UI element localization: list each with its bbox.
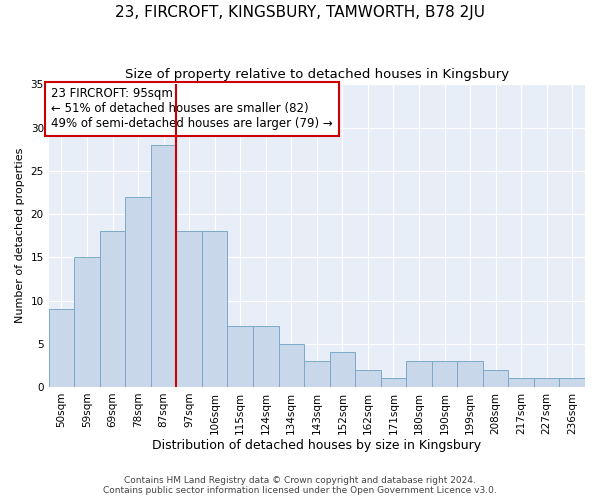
Bar (432, 361, 457, 387)
Bar (380, 378, 406, 387)
Bar (406, 361, 432, 387)
Bar (176, 232, 202, 387)
Text: 23, FIRCROFT, KINGSBURY, TAMWORTH, B78 2JU: 23, FIRCROFT, KINGSBURY, TAMWORTH, B78 2… (115, 5, 485, 20)
Bar (355, 370, 380, 387)
Bar (457, 361, 483, 387)
Bar (202, 232, 227, 387)
Bar (49, 309, 74, 387)
Bar (74, 258, 100, 387)
Bar (227, 326, 253, 387)
Title: Size of property relative to detached houses in Kingsbury: Size of property relative to detached ho… (125, 68, 509, 80)
Bar (483, 370, 508, 387)
Bar (151, 145, 176, 387)
X-axis label: Distribution of detached houses by size in Kingsbury: Distribution of detached houses by size … (152, 440, 481, 452)
Bar (100, 232, 125, 387)
Bar (304, 361, 329, 387)
Bar (253, 326, 278, 387)
Bar (508, 378, 534, 387)
Bar (534, 378, 559, 387)
Bar (278, 344, 304, 387)
Bar (329, 352, 355, 387)
Y-axis label: Number of detached properties: Number of detached properties (15, 148, 25, 324)
Bar (559, 378, 585, 387)
Bar (125, 197, 151, 387)
Text: 23 FIRCROFT: 95sqm
← 51% of detached houses are smaller (82)
49% of semi-detache: 23 FIRCROFT: 95sqm ← 51% of detached hou… (52, 88, 333, 130)
Text: Contains HM Land Registry data © Crown copyright and database right 2024.
Contai: Contains HM Land Registry data © Crown c… (103, 476, 497, 495)
